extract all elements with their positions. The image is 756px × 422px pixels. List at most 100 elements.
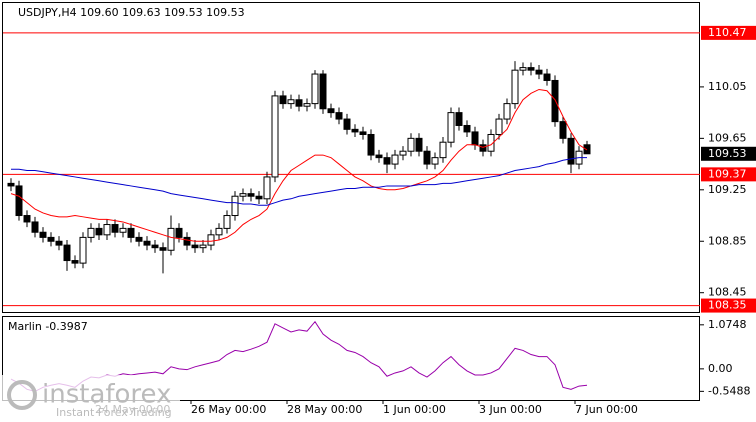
candle-body [95, 227, 103, 236]
candle-body [207, 234, 215, 246]
main-panel [2, 2, 700, 313]
candle-body [327, 108, 335, 114]
candle-body [119, 227, 127, 233]
candle-body [399, 150, 407, 156]
candle-body [447, 112, 455, 143]
moving-average [10, 88, 588, 242]
candle-body [535, 69, 543, 75]
candle-body [63, 244, 71, 262]
candle-body [247, 193, 255, 197]
candle-body [479, 144, 487, 152]
candle-body [231, 195, 239, 217]
candle-body [255, 195, 263, 200]
candle-body [543, 73, 551, 81]
candle-body [279, 95, 287, 105]
watermark: instaforex Instant Forex Trading [0, 375, 180, 422]
candle-body [335, 112, 343, 120]
marks: 110.05 109.65 109.25 108.85 108.45 1.0748 0.00… [3, 25, 756, 416]
candle-body [351, 128, 359, 133]
y-tick-label: 108.85 [708, 234, 747, 247]
candle-body [527, 67, 535, 71]
candle-body [511, 69, 519, 105]
candle-body [127, 227, 135, 238]
candle-body [383, 157, 391, 165]
candle-body [15, 185, 23, 217]
level-label-bg [701, 298, 756, 313]
candle-body [7, 182, 15, 187]
candle-body [495, 118, 503, 135]
indicator-panel [2, 316, 700, 401]
candle-body [391, 154, 399, 165]
candle-body [295, 99, 303, 107]
y-tick-label: 1.0748 [708, 318, 747, 331]
x-tick-label: 28 May 00:00 [287, 403, 362, 416]
candle-body [423, 150, 431, 165]
candle-body [87, 227, 95, 238]
candle-body [47, 236, 55, 242]
candle-body [23, 215, 31, 223]
y-tick-label: 109.65 [708, 131, 747, 144]
candle-body [39, 231, 47, 238]
candle-body [239, 193, 247, 197]
candle-body [159, 247, 167, 251]
candle-body [143, 240, 151, 246]
candle-body [487, 133, 495, 152]
level-label: 108.35 [708, 299, 747, 312]
candle-body [463, 124, 471, 133]
candle-body [311, 73, 319, 105]
candle-body [407, 137, 415, 152]
y-tick-label: 0.00 [708, 362, 733, 375]
moving-average [11, 157, 587, 206]
watermark-tagline: Instant Forex Trading [56, 406, 172, 419]
candle-body [55, 240, 63, 246]
candle-body [191, 244, 199, 249]
candle-body [271, 95, 279, 178]
chart-title: USDJPY,H4 109.60 109.63 109.53 109.53 [18, 6, 245, 19]
last-price-label: 109.53 [708, 147, 747, 160]
x-tick-label: 7 Jun 00:00 [575, 403, 638, 416]
candle-body [263, 176, 271, 200]
candle-body [167, 227, 175, 251]
last-price-bg [701, 146, 756, 161]
candle-body [583, 144, 591, 155]
watermark-brand: instaforex [42, 380, 171, 410]
candle-body [367, 133, 375, 156]
level-label: 109.37 [708, 167, 747, 180]
candle-body [287, 99, 295, 105]
candle-body [439, 141, 447, 159]
candle-body [151, 244, 159, 249]
candle-body [375, 154, 383, 159]
candle-body [559, 121, 567, 139]
candle-body [503, 103, 511, 120]
candle-body [519, 67, 527, 71]
candle-body [215, 227, 223, 236]
watermark-logo [7, 380, 37, 410]
level-label-bg [701, 167, 756, 182]
level-label: 110.47 [708, 26, 747, 39]
candle-body [135, 236, 143, 242]
y-tick-label: 109.25 [708, 183, 747, 196]
candle-body [223, 215, 231, 229]
y-tick-label: -0.5488 [708, 384, 750, 397]
candle-body [359, 131, 367, 135]
candle-body [455, 112, 463, 126]
candle-body [199, 244, 207, 249]
x-tick-label: 26 May 00:00 [191, 403, 266, 416]
candle-body [79, 236, 87, 264]
candle-body [319, 73, 327, 110]
candle-body [175, 227, 183, 238]
x-tick-label: 3 Jun 00:00 [479, 403, 542, 416]
candle-body [431, 157, 439, 165]
x-tick-label: 1 Jun 00:00 [383, 403, 446, 416]
candle-body [343, 118, 351, 130]
candle-body [111, 224, 119, 233]
indicator-label: Marlin -0.3987 [8, 320, 88, 333]
candle-body [303, 103, 311, 107]
candle-body [71, 260, 79, 264]
candle-body [471, 131, 479, 146]
y-tick-label: 108.45 [708, 286, 747, 299]
y-tick-label: 110.05 [708, 80, 747, 93]
candle-body [551, 79, 559, 123]
